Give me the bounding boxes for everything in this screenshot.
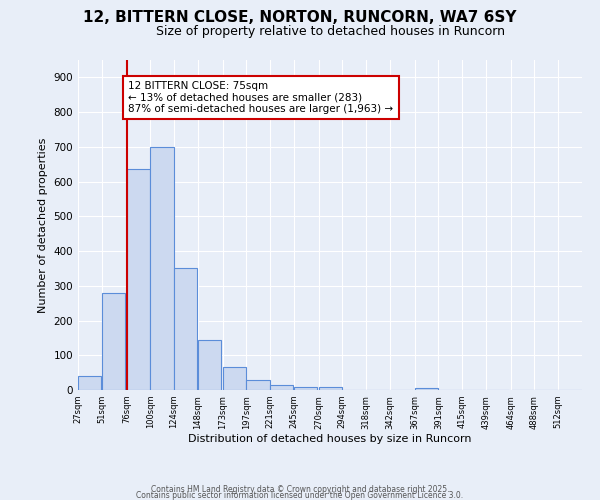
Bar <box>78 376 101 390</box>
Bar <box>127 170 150 390</box>
Bar <box>294 386 317 390</box>
Bar <box>174 268 197 390</box>
Text: Contains HM Land Registry data © Crown copyright and database right 2025.: Contains HM Land Registry data © Crown c… <box>151 484 449 494</box>
Bar <box>319 387 342 390</box>
X-axis label: Distribution of detached houses by size in Runcorn: Distribution of detached houses by size … <box>188 434 472 444</box>
Bar <box>270 385 293 390</box>
Bar <box>102 292 125 390</box>
Bar <box>223 368 246 390</box>
Bar <box>198 340 221 390</box>
Text: 12, BITTERN CLOSE, NORTON, RUNCORN, WA7 6SY: 12, BITTERN CLOSE, NORTON, RUNCORN, WA7 … <box>83 10 517 25</box>
Y-axis label: Number of detached properties: Number of detached properties <box>38 138 48 312</box>
Title: Size of property relative to detached houses in Runcorn: Size of property relative to detached ho… <box>155 25 505 38</box>
Bar <box>247 380 269 390</box>
Bar <box>150 147 173 390</box>
Text: Contains public sector information licensed under the Open Government Licence 3.: Contains public sector information licen… <box>136 490 464 500</box>
Text: 12 BITTERN CLOSE: 75sqm
← 13% of detached houses are smaller (283)
87% of semi-d: 12 BITTERN CLOSE: 75sqm ← 13% of detache… <box>128 81 394 114</box>
Bar <box>415 388 438 390</box>
